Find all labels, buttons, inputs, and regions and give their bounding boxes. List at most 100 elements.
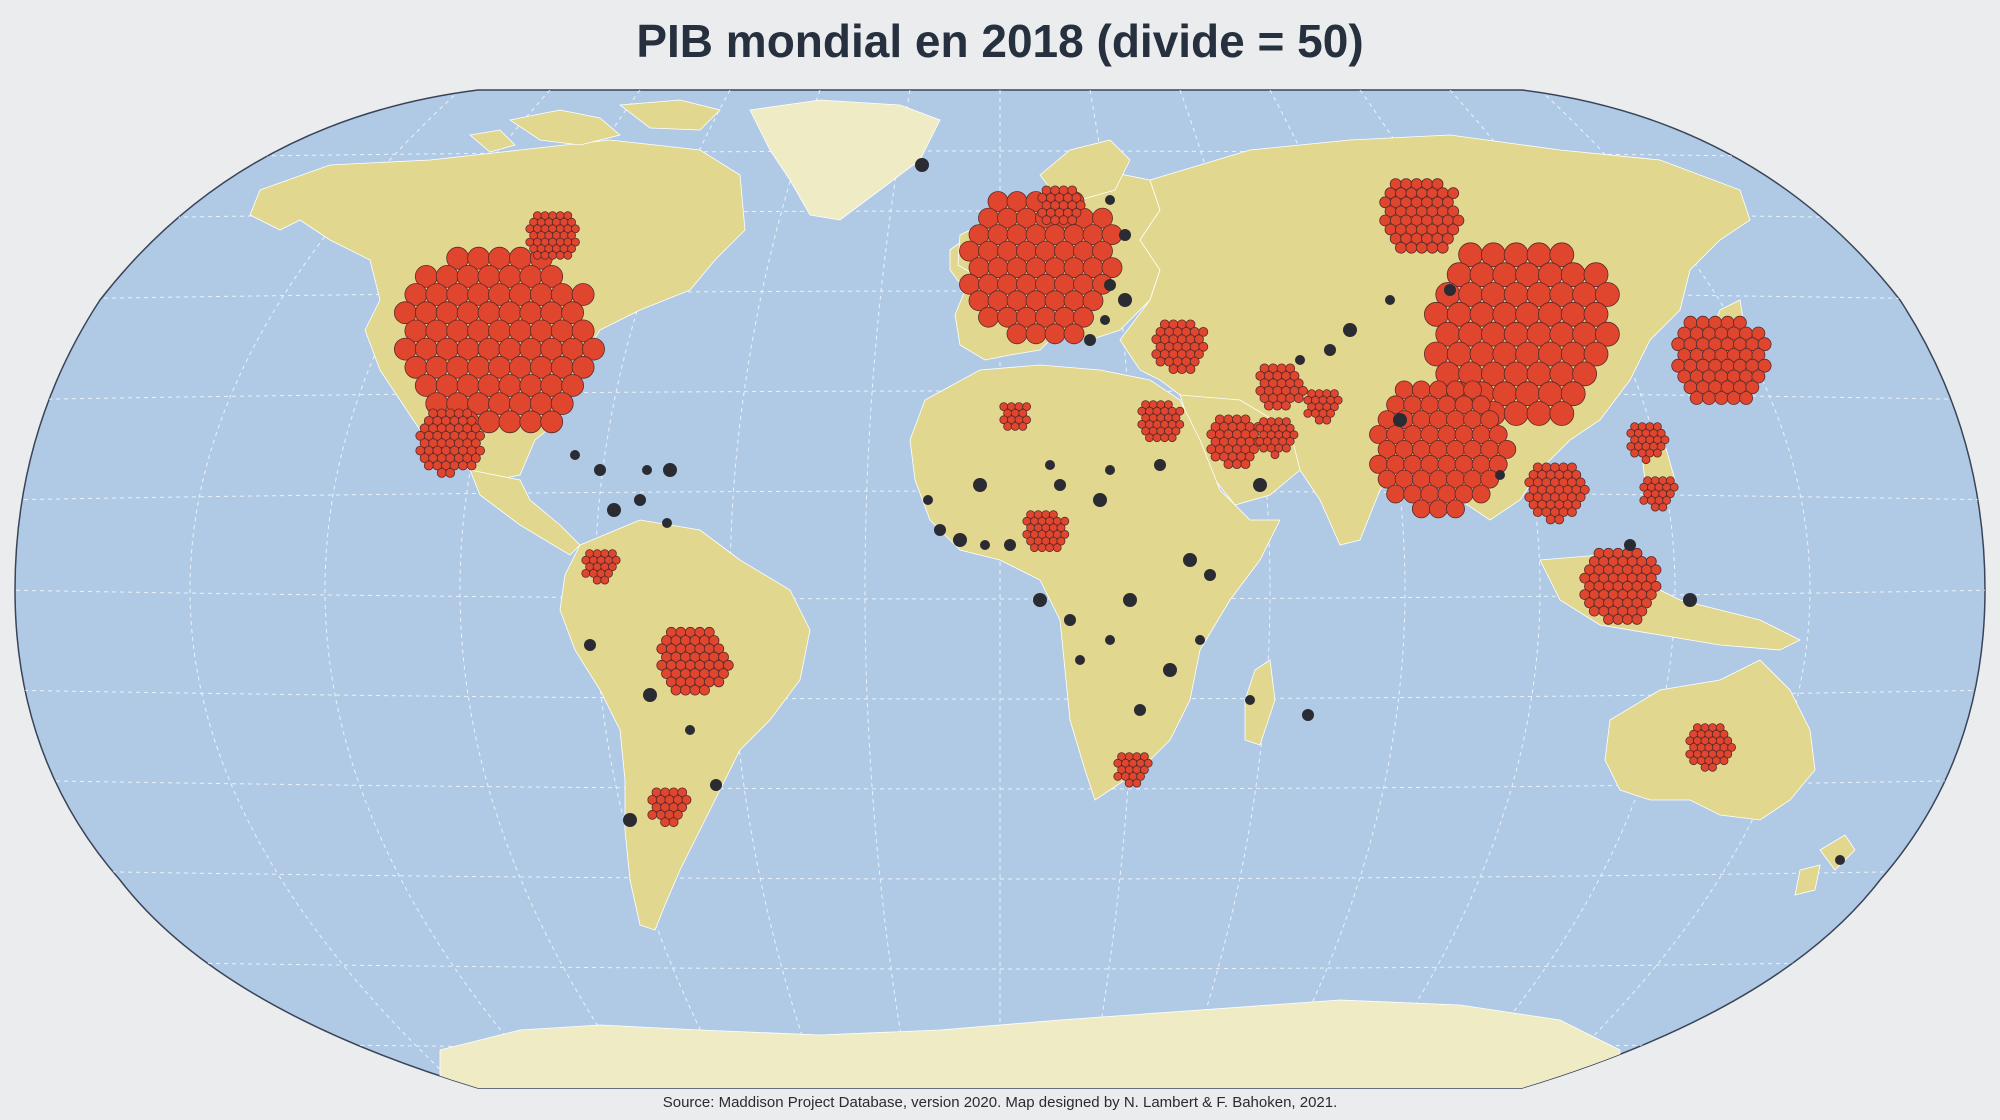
- gdp-dot: [1330, 389, 1339, 399]
- gdp-dot: [561, 301, 584, 325]
- gdp-dot: [1289, 430, 1299, 440]
- small-country-dot: [634, 494, 646, 506]
- gdp-dot: [1185, 319, 1196, 330]
- gdp-dot: [1056, 523, 1066, 533]
- small-country-dot: [1393, 413, 1407, 427]
- colombia-cluster: [581, 549, 621, 585]
- gdp-dot: [1232, 459, 1242, 470]
- gdp-dot: [978, 306, 999, 328]
- gdp-dot: [1639, 495, 1649, 505]
- gdp-dot: [1700, 762, 1710, 772]
- small-country-dot: [1054, 479, 1066, 491]
- gdp-dot: [1658, 502, 1668, 512]
- gdp-dot: [1532, 507, 1543, 517]
- gdp-dot: [1447, 205, 1460, 218]
- small-country-dot: [663, 463, 677, 477]
- new-zealand: [1794, 834, 1856, 896]
- gdp-dot: [1666, 489, 1675, 499]
- gdp-dot: [1653, 448, 1662, 458]
- gdp-dot: [1429, 499, 1448, 519]
- gdp-dot: [1060, 516, 1070, 526]
- gdp-dot: [1285, 423, 1295, 433]
- gdp-dot: [1240, 414, 1251, 425]
- gdp-dot: [1330, 402, 1339, 412]
- gdp-dot: [1194, 349, 1204, 360]
- gdp-dot: [1415, 241, 1428, 254]
- japan-cluster: [1671, 315, 1772, 405]
- gdp-dot: [1567, 507, 1577, 517]
- gdp-dot: [1006, 323, 1028, 345]
- gdp-dot: [604, 569, 613, 578]
- brazil-cluster: [656, 626, 734, 696]
- gdp-dot: [1411, 499, 1431, 519]
- gdp-dot: [519, 410, 543, 434]
- gdp-dot: [458, 460, 468, 471]
- gdp-dot: [1442, 232, 1454, 245]
- gdp-dot: [555, 250, 565, 260]
- gdp-dot: [498, 410, 522, 434]
- canada-cluster: [525, 211, 580, 260]
- gdp-dot: [1645, 572, 1657, 584]
- gdp-dot: [608, 562, 617, 572]
- gdp-dot: [466, 415, 477, 426]
- gdp-dot: [475, 445, 486, 456]
- gdp-dot: [1136, 772, 1145, 781]
- argentina-cluster: [647, 787, 692, 828]
- gdp-dot: [1145, 433, 1154, 443]
- gdp-dot: [550, 392, 574, 416]
- small-country-dot: [1154, 459, 1166, 471]
- gdp-dot: [1082, 290, 1104, 312]
- gdp-dot: [1073, 306, 1094, 328]
- gdp-dot: [1645, 589, 1657, 600]
- small-country-dot: [584, 639, 596, 651]
- gdp-dot: [718, 668, 729, 679]
- gdp-dot: [571, 224, 580, 234]
- gdp-dot: [1751, 369, 1766, 384]
- small-country-dot: [1324, 344, 1336, 356]
- gdp-dot: [1244, 451, 1255, 462]
- small-country-dot: [973, 478, 987, 492]
- gdp-dot: [1757, 358, 1772, 373]
- gdp-dot: [1071, 192, 1082, 203]
- gdp-dot: [600, 575, 610, 585]
- gdp-dot: [1452, 214, 1465, 227]
- gdp-dot: [1503, 401, 1529, 426]
- gdp-dot: [582, 337, 605, 361]
- small-country-dot: [953, 533, 967, 547]
- gdp-dot: [1719, 756, 1729, 766]
- gdp-dot: [567, 244, 576, 254]
- south-america: [559, 519, 811, 931]
- gdp-dot: [689, 684, 701, 696]
- gdp-dot: [703, 626, 715, 638]
- gdp-dot: [1285, 363, 1296, 374]
- gdp-dot: [1549, 242, 1575, 268]
- gdp-dot: [1442, 196, 1454, 209]
- turkey-cluster: [1151, 319, 1209, 375]
- gdp-dots: [393, 158, 1845, 865]
- gdp-dot: [1240, 459, 1251, 470]
- gdp-dot: [567, 230, 576, 240]
- gdp-dot: [1723, 736, 1733, 746]
- gdp-dot: [1603, 614, 1614, 625]
- iran-cluster: [1255, 363, 1308, 411]
- gdp-dot: [533, 250, 542, 260]
- gdp-dot: [1727, 743, 1736, 752]
- gdp-dot: [1164, 400, 1173, 410]
- small-country-dot: [1245, 695, 1255, 705]
- gdp-dot: [1270, 450, 1280, 460]
- gdp-dot: [699, 684, 710, 696]
- gdp-dot: [1689, 756, 1698, 766]
- gdp-dot: [1140, 752, 1149, 761]
- gdp-dot: [1063, 323, 1085, 345]
- gdp-dot: [1549, 401, 1575, 426]
- gdp-dot: [1314, 415, 1324, 425]
- gdp-dot: [1044, 323, 1066, 345]
- small-country-dot: [1295, 355, 1305, 365]
- gdp-dot: [660, 817, 670, 828]
- small-country-dot: [685, 725, 695, 735]
- gdp-dot: [1645, 556, 1657, 567]
- gdp-dot: [1480, 410, 1500, 430]
- gdp-dot: [1595, 321, 1620, 347]
- gdp-dot: [1003, 421, 1012, 431]
